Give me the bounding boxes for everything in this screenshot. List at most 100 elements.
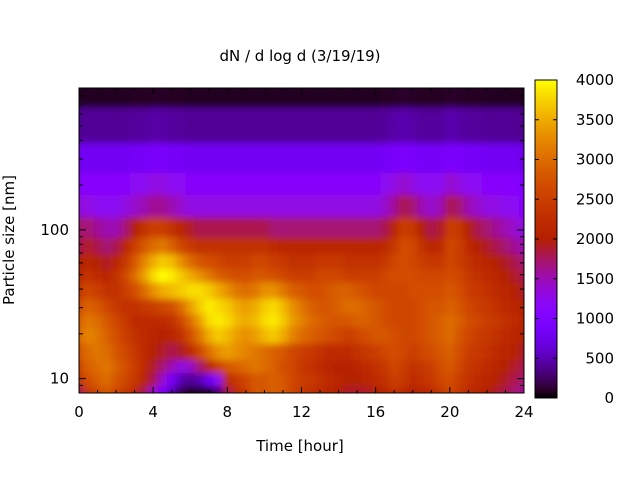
heat-cell	[167, 326, 177, 344]
heat-cell	[120, 237, 131, 255]
heat-cell	[371, 343, 381, 361]
heat-cell	[417, 106, 428, 144]
heat-cell	[343, 385, 354, 393]
heat-cell	[287, 237, 298, 255]
heat-cell	[204, 298, 215, 315]
heat-cell	[417, 372, 428, 387]
heat-cell	[176, 298, 187, 315]
heat-cell	[213, 298, 224, 315]
heat-cell	[287, 88, 298, 108]
heat-cell	[194, 106, 205, 144]
heat-cell	[269, 281, 279, 299]
colorbar-tick-label: 1500	[576, 270, 614, 288]
heat-cell	[222, 372, 233, 387]
heat-cell	[510, 385, 520, 393]
heat-cell	[510, 326, 520, 344]
heat-cell	[111, 372, 122, 387]
heat-cell	[500, 253, 511, 270]
heat-cell	[231, 88, 242, 108]
heat-cell	[473, 359, 483, 374]
heat-cell	[92, 88, 103, 108]
heat-cell	[120, 253, 131, 270]
heat-cell	[231, 253, 242, 270]
heat-cell	[120, 142, 131, 173]
heat-cell	[352, 142, 363, 173]
heat-cell	[500, 106, 511, 144]
y-axis-label: Particle size [nm]	[0, 175, 18, 305]
heat-cell	[250, 142, 261, 173]
heat-cell	[343, 359, 354, 374]
heat-cell	[111, 343, 122, 361]
heat-cell	[241, 281, 252, 299]
heat-cell	[482, 216, 493, 238]
heat-cell	[352, 88, 363, 108]
heat-cell	[333, 343, 344, 361]
colorbar: 0 500 1000 1500 2000 2500 3000 3500 4000	[534, 71, 614, 407]
heat-cell	[519, 88, 524, 108]
heat-cell	[269, 142, 279, 173]
heat-cell	[445, 281, 456, 299]
heat-cell	[473, 313, 483, 328]
heat-cell	[473, 88, 483, 108]
heat-cell	[398, 237, 409, 255]
heat-cell	[296, 326, 307, 344]
heat-cell	[241, 194, 252, 218]
heat-cell	[129, 88, 140, 108]
heat-cell	[278, 343, 289, 361]
chart-title: dN / d log d (3/19/19)	[219, 47, 380, 65]
heat-cell	[194, 142, 205, 173]
heat-cell	[417, 253, 428, 270]
heat-cell	[371, 216, 381, 238]
heat-cell	[148, 359, 159, 374]
heat-cell	[167, 385, 177, 393]
heat-cell	[408, 237, 418, 255]
heat-cell	[454, 281, 465, 299]
colorbar-tick-label: 4000	[576, 71, 614, 89]
heat-cell	[102, 194, 113, 218]
heat-cell	[333, 359, 344, 374]
heat-cell	[269, 313, 279, 328]
heat-cell	[79, 172, 85, 196]
heat-cell	[111, 281, 122, 299]
heat-cell	[482, 343, 493, 361]
heat-cell	[333, 253, 344, 270]
heat-cell	[408, 88, 418, 108]
heat-cell	[435, 142, 446, 173]
heat-cell	[352, 359, 363, 374]
heat-cell	[306, 268, 317, 283]
heat-cell	[463, 237, 474, 255]
heat-cell	[324, 313, 335, 328]
heat-cell	[361, 281, 372, 299]
heat-cell	[222, 359, 233, 374]
heat-cell	[482, 237, 493, 255]
heat-cell	[361, 142, 372, 173]
heat-cell	[333, 298, 344, 315]
heat-cell	[129, 326, 140, 344]
heat-cell	[148, 326, 159, 344]
heat-cell	[194, 298, 205, 315]
heat-cell	[398, 253, 409, 270]
heat-cell	[333, 194, 344, 218]
colorbar-tick-label: 500	[585, 349, 614, 367]
heat-cell	[324, 253, 335, 270]
heat-cell	[371, 359, 381, 374]
heat-cell	[120, 313, 131, 328]
heat-cell	[352, 106, 363, 144]
heat-cell	[167, 268, 177, 283]
heat-cell	[371, 142, 381, 173]
heat-cell	[213, 281, 224, 299]
heat-cell	[463, 88, 474, 108]
heat-cell	[315, 194, 326, 218]
heat-cell	[231, 142, 242, 173]
heat-cell	[306, 253, 317, 270]
heat-cell	[204, 172, 215, 196]
heat-cell	[463, 326, 474, 344]
heat-cell	[111, 298, 122, 315]
heat-cell	[278, 281, 289, 299]
heat-cell	[167, 237, 177, 255]
heat-cell	[491, 281, 502, 299]
heat-cell	[315, 372, 326, 387]
heat-cell	[157, 237, 168, 255]
heat-cell	[352, 253, 363, 270]
heat-cell	[83, 253, 94, 270]
